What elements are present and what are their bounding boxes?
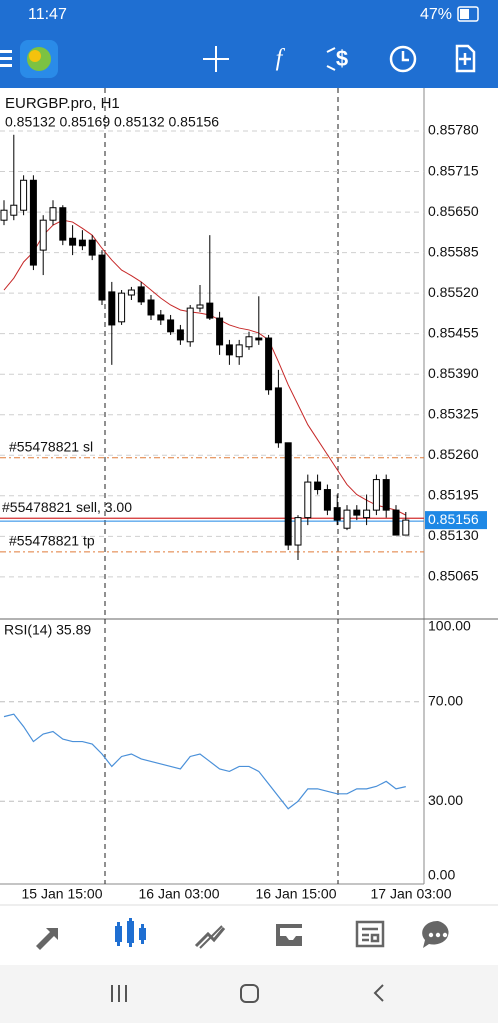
candle-body	[216, 317, 224, 346]
candle-body	[333, 507, 341, 521]
battery-icon	[457, 6, 479, 22]
candle-body	[323, 489, 331, 511]
y-tick-label: 0.85585	[428, 243, 479, 259]
timeframe-button[interactable]	[389, 45, 417, 73]
candle-body	[235, 344, 243, 358]
candle-body	[294, 517, 302, 546]
candle-body	[392, 509, 400, 536]
candle-body	[363, 509, 371, 519]
y-tick-label: 0.85780	[428, 122, 479, 138]
moving-average	[3, 219, 407, 516]
x-tick-label: 17 Jan 03:00	[371, 886, 452, 902]
candle-body	[88, 239, 96, 256]
order-label: #55478821 sl	[9, 438, 93, 454]
x-tick-label: 16 Jan 15:00	[256, 886, 337, 902]
candle-body	[29, 179, 37, 266]
home-button[interactable]	[240, 984, 259, 1003]
indicators-button[interactable]: f	[276, 46, 286, 72]
ohlc-text: 0.85132 0.85169 0.85132 0.85156	[5, 114, 219, 130]
y-tick-label: 0.85065	[428, 568, 479, 584]
candle-body	[69, 237, 77, 246]
rsi-line	[3, 713, 406, 810]
rsi-tick-label: 70.00	[428, 692, 463, 708]
trade-tab[interactable]	[194, 925, 226, 949]
candle-body	[108, 291, 116, 326]
candle-body	[304, 481, 312, 519]
x-tick-label: 16 Jan 03:00	[139, 886, 220, 902]
current-price-label: 0.85156	[428, 511, 479, 527]
crosshair-button[interactable]	[203, 46, 229, 72]
candle-body	[127, 289, 135, 296]
status-time: 11:47	[28, 6, 67, 23]
candle-body	[196, 304, 204, 309]
menu-button[interactable]	[0, 50, 12, 67]
candle-body	[382, 479, 390, 511]
candle-body	[274, 387, 282, 444]
app-logo[interactable]	[20, 40, 58, 78]
y-tick-label: 0.85455	[428, 324, 479, 340]
y-tick-label: 0.85260	[428, 446, 479, 462]
bottom-nav	[0, 905, 498, 965]
y-tick-label: 0.85390	[428, 365, 479, 381]
y-tick-label: 0.85715	[428, 162, 479, 178]
candle-body	[402, 519, 410, 536]
candle-body	[20, 179, 28, 211]
candle-body	[98, 254, 106, 301]
status-battery: 47%	[420, 6, 452, 23]
back-button[interactable]	[373, 984, 384, 1002]
chart-title: EURGBP.pro, H1	[5, 95, 120, 112]
trade-button[interactable]: $	[326, 46, 348, 71]
rsi-tick-label: 30.00	[428, 792, 463, 808]
candle-body	[118, 292, 126, 323]
candle-body	[0, 209, 8, 221]
candle-body	[343, 509, 351, 529]
battery-level	[460, 9, 469, 19]
candle-body	[137, 286, 145, 303]
chart-bg	[0, 88, 498, 905]
current-price-tag	[425, 511, 487, 530]
history-tab[interactable]	[276, 924, 302, 946]
candle-body	[245, 336, 253, 348]
candle-body	[49, 207, 57, 221]
candle-body	[176, 329, 184, 341]
svg-text:$: $	[336, 46, 348, 71]
candle-body	[372, 479, 380, 511]
x-tick-label: 15 Jan 15:00	[22, 886, 103, 902]
candle-body	[10, 204, 18, 216]
rsi-tick-label: 0.00	[428, 867, 455, 883]
candle-body	[78, 239, 86, 247]
candle-body	[314, 481, 322, 491]
candle-body	[353, 509, 361, 516]
candle-body	[167, 319, 175, 333]
candle-body	[186, 307, 194, 343]
rsi-tick-label: 100.00	[428, 618, 471, 634]
candle-body	[225, 344, 233, 356]
y-tick-label: 0.85325	[428, 405, 479, 421]
recent-apps-button[interactable]	[111, 985, 127, 1002]
candle-body	[255, 337, 263, 341]
y-tick-label: 0.85195	[428, 486, 479, 502]
candle-body	[206, 302, 214, 319]
quotes-tab[interactable]	[36, 928, 58, 950]
chart-tab[interactable]	[115, 918, 146, 947]
order-label: #55478821 sell, 3.00	[2, 499, 132, 515]
y-tick-label: 0.85520	[428, 284, 479, 300]
new-order-button[interactable]	[455, 44, 476, 73]
candle-body	[39, 219, 47, 251]
rsi-title: RSI(14) 35.89	[4, 622, 91, 638]
messages-tab[interactable]	[422, 920, 449, 948]
candle-body	[284, 442, 292, 546]
system-nav	[0, 965, 498, 1023]
y-tick-label: 0.85650	[428, 203, 479, 219]
candle-body	[59, 207, 67, 241]
order-label: #55478821 tp	[9, 533, 95, 549]
news-tab[interactable]	[355, 920, 385, 948]
candle-body	[147, 299, 155, 316]
candle-body	[157, 314, 165, 321]
y-tick-label: 0.85130	[428, 527, 479, 543]
header-bg	[0, 0, 498, 88]
candle-body	[265, 337, 273, 391]
